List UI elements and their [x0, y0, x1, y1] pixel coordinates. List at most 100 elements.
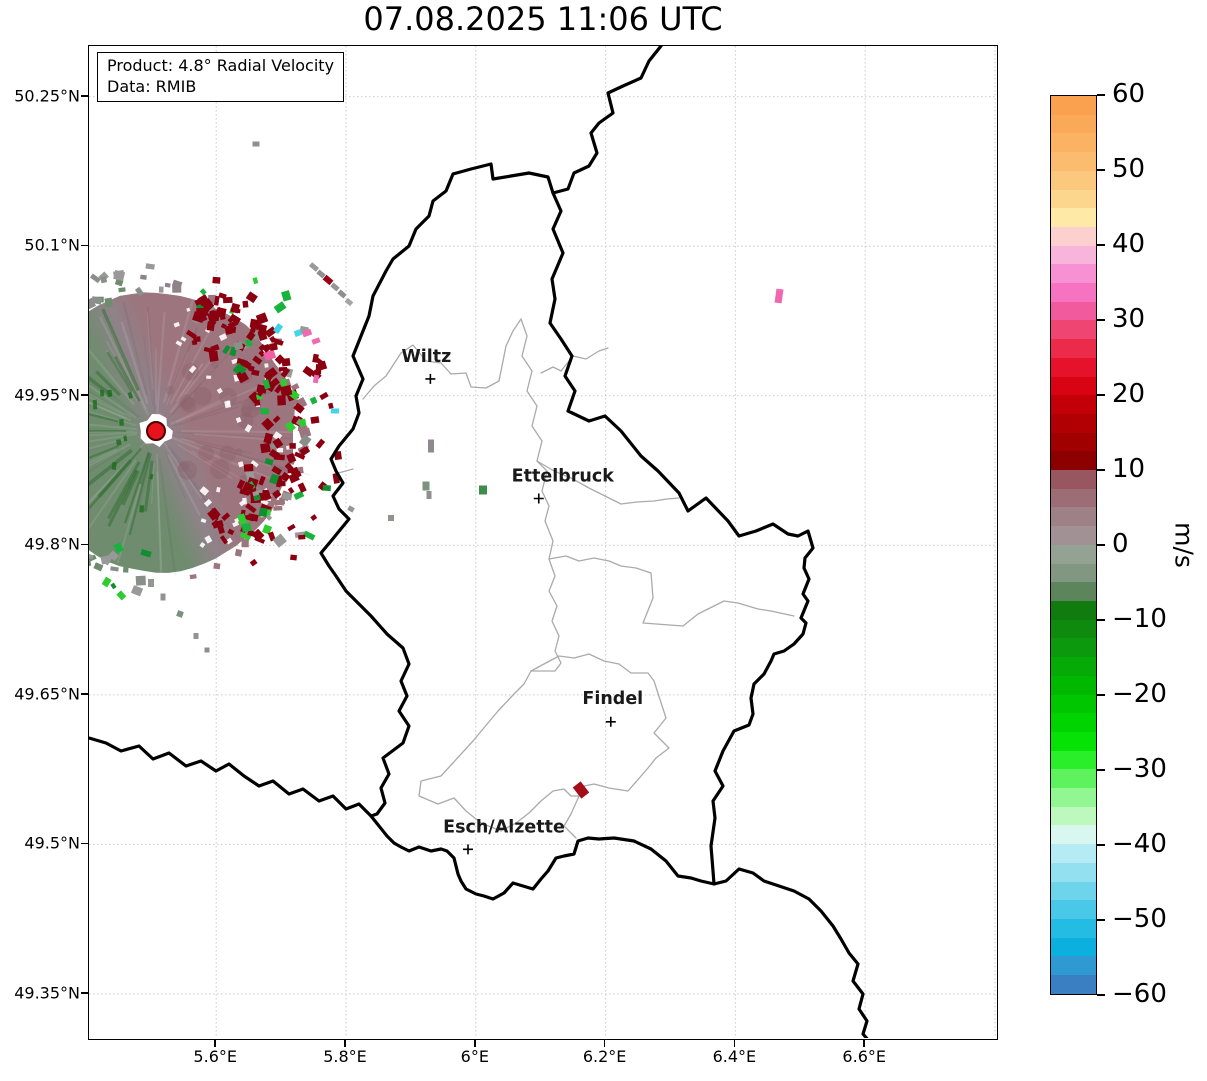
colorbar-unit-label: m/s [1169, 522, 1199, 568]
colorbar-tick-mark [1097, 169, 1105, 171]
city-plus-marker [533, 493, 544, 504]
lat-tick-mark [81, 693, 88, 695]
lon-tick-mark [603, 1040, 606, 1047]
echo-mark [252, 141, 260, 147]
echo-mark [293, 328, 303, 338]
echo-mark [301, 328, 313, 338]
echo-mark [311, 337, 321, 345]
data-source-label: Data: RMIB [107, 77, 197, 97]
lon-tick-mark [733, 1040, 736, 1047]
echo-mark [330, 282, 340, 292]
colorbar-tick-label: 20 [1112, 378, 1146, 409]
colorbar-band [1051, 170, 1096, 190]
lat-tick-label: 50.1°N [24, 235, 80, 255]
echo-mark [160, 593, 166, 601]
lon-tick-label: 6°E [460, 1047, 489, 1066]
city-plus-marker [463, 844, 474, 855]
echo-mark [347, 505, 355, 513]
colorbar-tick-mark [1097, 544, 1105, 546]
figure-title: 07.08.2025 11:06 UTC [363, 0, 723, 38]
colorbar-band [1051, 769, 1096, 789]
lon-tick-label: 6.4°E [712, 1047, 757, 1066]
lat-tick-label: 49.35°N [14, 983, 80, 1003]
city-plus-marker [425, 373, 436, 384]
colorbar-tick-label: 0 [1112, 528, 1129, 559]
lat-tick-mark [81, 95, 88, 97]
product-label: Product: 4.8° Radial Velocity [107, 56, 335, 75]
colorbar-band [1051, 862, 1096, 882]
colorbar-band [1051, 189, 1096, 209]
colorbar-band [1051, 413, 1096, 433]
colorbar-tick-label: −20 [1112, 678, 1167, 709]
radar-velocity-field [89, 263, 342, 601]
colorbar-band [1051, 133, 1096, 153]
colorbar-band [1051, 451, 1096, 471]
colorbar-tick-mark [1097, 394, 1105, 396]
colorbar-tick-mark [1097, 694, 1105, 696]
colorbar-band [1051, 638, 1096, 658]
echo-mark [193, 633, 199, 639]
colorbar-band [1051, 245, 1096, 265]
colorbar-band [1051, 563, 1096, 583]
city-plus-marker [605, 716, 616, 727]
colorbar-band [1051, 339, 1096, 358]
lon-tick-label: 6.6°E [842, 1047, 886, 1066]
colorbar-tick-label: −40 [1112, 828, 1167, 859]
colorbar-band [1051, 675, 1096, 695]
national-borders [89, 46, 869, 1038]
colorbar-band [1051, 320, 1096, 340]
colorbar-tick-mark [1097, 769, 1105, 771]
colorbar-band [1051, 619, 1096, 639]
luxembourg-border [319, 162, 815, 901]
colorbar-band [1051, 96, 1096, 115]
belgium-france-border [89, 736, 373, 818]
colorbar-band [1051, 600, 1096, 620]
colorbar-band [1051, 544, 1096, 564]
lon-tick-label: 5.8°E [323, 1047, 367, 1066]
colorbar-band [1051, 582, 1096, 601]
colorbar-tick-label: 50 [1112, 153, 1146, 184]
colorbar-band [1051, 806, 1096, 826]
colorbar-band [1051, 937, 1096, 957]
colorbar-band [1051, 264, 1096, 284]
city-label: Ettelbruck [512, 467, 615, 487]
colorbar-band [1051, 152, 1096, 171]
colorbar-tick-label: 30 [1112, 303, 1146, 334]
colorbar-band [1051, 208, 1096, 227]
colorbar-band [1051, 825, 1096, 845]
colorbar-band [1051, 750, 1096, 770]
echo-mark [428, 439, 434, 453]
belgium-germany-border [551, 46, 663, 195]
colorbar-tick-mark [1097, 844, 1105, 846]
echo-mark [204, 647, 210, 653]
colorbar-band [1051, 526, 1096, 545]
lat-tick-label: 50.25°N [14, 86, 80, 106]
canton-border [520, 318, 562, 672]
colorbar-band [1051, 788, 1096, 807]
colorbar-band [1051, 881, 1096, 901]
colorbar-band [1051, 432, 1096, 452]
colorbar-band [1051, 376, 1096, 396]
colorbar [1050, 95, 1097, 995]
regional-borders [333, 318, 795, 839]
echo-mark [479, 485, 487, 495]
colorbar-tick-label: 60 [1112, 78, 1146, 109]
colorbar-band [1051, 956, 1096, 976]
colorbar-band [1051, 918, 1096, 938]
canton-border [362, 318, 522, 400]
echo-mark [308, 262, 320, 272]
city-ettelbruck: Ettelbruck [512, 467, 615, 504]
colorbar-band [1051, 114, 1096, 134]
lon-tick-mark [474, 1040, 476, 1047]
echo-mark [312, 374, 320, 384]
radar-site-marker [139, 414, 173, 447]
echo-mark [337, 289, 347, 299]
city-label: Esch/Alzette [443, 817, 565, 837]
colorbar-tick-label: 10 [1112, 453, 1146, 484]
colorbar-band [1051, 301, 1096, 321]
colorbar-band [1051, 900, 1096, 919]
echo-mark [319, 391, 329, 401]
colorbar-tick-label: −30 [1112, 753, 1167, 784]
city-esch-alzette: Esch/Alzette [443, 817, 565, 855]
